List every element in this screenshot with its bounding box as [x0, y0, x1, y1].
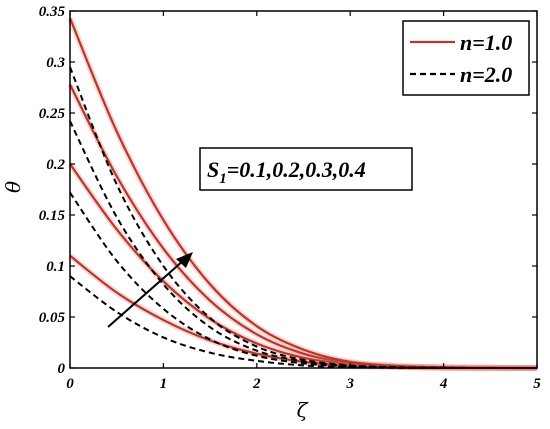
arrow-shaft	[107, 259, 185, 328]
annotation-box	[199, 147, 413, 191]
annotation-subscript: 1	[219, 171, 227, 187]
legend-label-n2: n=2.0	[460, 62, 512, 87]
legend-box	[402, 20, 530, 96]
x-axis-label: ζ	[297, 398, 309, 422]
x-tick-label: 0	[66, 376, 74, 392]
annotation-prefix: S	[207, 157, 219, 182]
series-line-n1-s02	[69, 163, 538, 370]
arrow-head	[176, 252, 193, 268]
plot-frame	[69, 10, 538, 369]
legend: n=1.0 n=2.0	[402, 20, 530, 96]
annotation-suffix: =0.1,0.2,0.3,0.4	[227, 157, 366, 182]
x-tick-label: 4	[439, 376, 448, 392]
y-axis-label: θ	[1, 181, 25, 193]
series-line-n2-s01	[69, 275, 538, 370]
x-tick-label: 3	[345, 376, 354, 392]
series-glow-n1-s02	[67, 162, 538, 371]
x-tick-label: 1	[160, 376, 168, 392]
x-tick-label: 2	[252, 376, 261, 392]
y-tick-label: 0.2	[46, 157, 65, 173]
y-tick-label: 0.35	[39, 4, 66, 20]
y-tick-label: 0.1	[46, 259, 65, 275]
y-tick-label: 0.3	[46, 55, 65, 71]
annotation-text: S1=0.1,0.2,0.3,0.4	[207, 157, 366, 187]
annotation: S1=0.1,0.2,0.3,0.4	[199, 147, 413, 191]
y-tick-label: 0.15	[39, 208, 66, 224]
y-tick-label: 0.05	[39, 310, 66, 326]
y-tick-label: 0.25	[39, 106, 66, 122]
legend-label-n1: n=1.0	[460, 30, 512, 55]
y-tick-label: 0	[58, 361, 66, 377]
x-tick-label: 5	[533, 376, 541, 392]
trend-arrow	[107, 252, 193, 328]
